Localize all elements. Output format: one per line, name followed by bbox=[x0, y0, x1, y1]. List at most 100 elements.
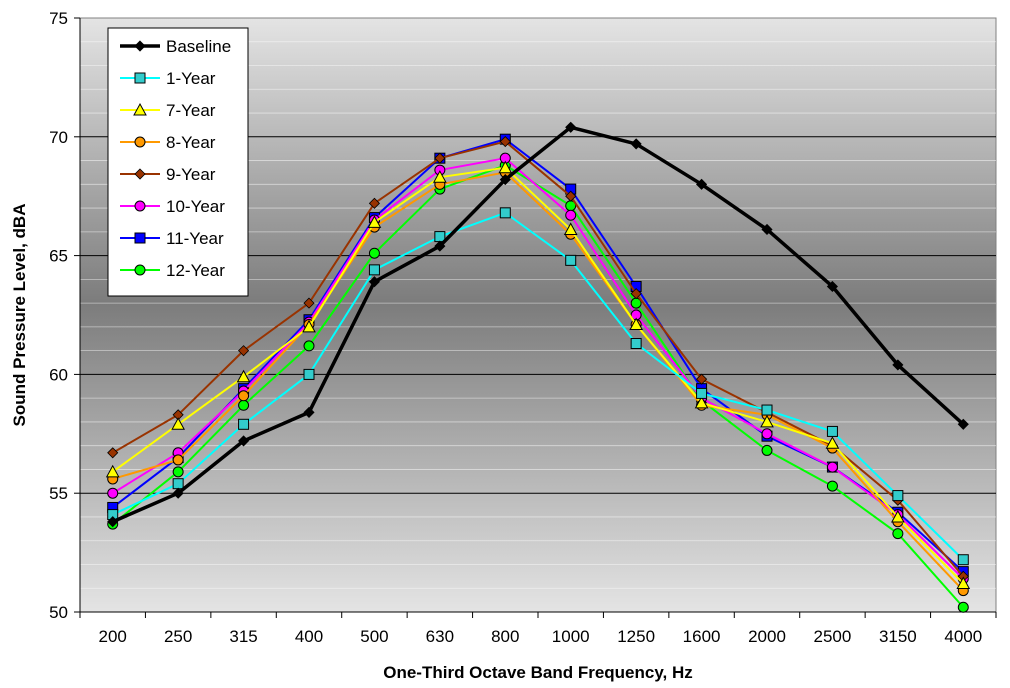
data-point-baseline bbox=[238, 435, 250, 447]
legend-item-8-year: 8-Year bbox=[120, 133, 216, 152]
legend-box bbox=[107, 27, 249, 297]
y-tick-label: 55 bbox=[49, 484, 68, 503]
data-point-9-year bbox=[368, 197, 380, 209]
data-point-9-year bbox=[238, 345, 250, 357]
data-point-12-year bbox=[761, 444, 773, 456]
legend-marker bbox=[134, 40, 146, 52]
series-line-8-year bbox=[112, 171, 965, 592]
legend: Baseline 1-Year 7-Year 8-Year 9-Year 10-Year 1… bbox=[107, 27, 249, 297]
data-point-baseline bbox=[696, 178, 708, 190]
data-point-12-year bbox=[172, 466, 184, 478]
x-tick-label: 1250 bbox=[617, 627, 655, 646]
data-point-baseline bbox=[892, 359, 904, 371]
x-tick-label: 250 bbox=[164, 627, 192, 646]
x-tick-label: 2500 bbox=[814, 627, 852, 646]
data-point-12-year bbox=[368, 247, 380, 259]
data-point-10-year bbox=[761, 428, 773, 440]
data-point-7-year bbox=[367, 215, 382, 228]
data-point-baseline bbox=[630, 138, 642, 150]
data-point-7-year bbox=[105, 464, 120, 478]
data-point-7-year bbox=[563, 222, 578, 235]
data-point-baseline bbox=[172, 487, 184, 499]
data-point-1-year bbox=[761, 404, 773, 416]
legend-marker bbox=[134, 72, 146, 84]
data-point-baseline bbox=[368, 276, 380, 288]
data-point-1-year bbox=[303, 368, 315, 380]
data-point-7-year bbox=[825, 436, 840, 449]
legend-marker bbox=[134, 168, 146, 180]
data-point-9-year bbox=[303, 297, 315, 309]
data-point-baseline bbox=[107, 516, 119, 528]
data-point-9-year bbox=[565, 190, 577, 202]
data-point-baseline bbox=[761, 223, 773, 236]
x-tick-label: 4000 bbox=[944, 627, 982, 646]
data-point-1-year bbox=[172, 478, 184, 490]
x-tick-label: 315 bbox=[229, 627, 257, 646]
x-tick-label: 500 bbox=[360, 627, 388, 646]
y-tick-label: 50 bbox=[49, 603, 68, 622]
series-7-year bbox=[105, 160, 971, 589]
data-point-baseline bbox=[499, 174, 511, 186]
data-point-9-year bbox=[499, 135, 511, 148]
data-point-10-year bbox=[107, 487, 119, 499]
data-point-1-year bbox=[892, 490, 904, 502]
data-point-8-year bbox=[172, 454, 184, 466]
legend-item-11-year: 11-Year bbox=[120, 229, 224, 248]
y-axis-title: Sound Pressure Level, dBA bbox=[10, 204, 29, 427]
series-baseline bbox=[107, 121, 969, 528]
data-point-baseline bbox=[565, 121, 577, 133]
data-point-12-year bbox=[957, 601, 969, 613]
x-tick-label: 1600 bbox=[683, 627, 721, 646]
data-point-1-year bbox=[630, 338, 642, 350]
data-point-7-year bbox=[302, 319, 316, 333]
series-layer bbox=[105, 121, 971, 613]
series-line-7-year bbox=[112, 166, 964, 585]
data-point-7-year bbox=[171, 417, 185, 430]
data-point-1-year bbox=[238, 418, 250, 430]
y-tick-label: 75 bbox=[49, 9, 68, 28]
legend-label: 9-Year bbox=[166, 165, 216, 184]
legend-item-10-year: 10-Year bbox=[120, 197, 225, 216]
legend-label: 8-Year bbox=[166, 133, 216, 152]
data-point-1-year bbox=[565, 254, 577, 266]
data-point-7-year bbox=[433, 170, 447, 183]
legend-label: Baseline bbox=[166, 37, 231, 56]
data-point-7-year bbox=[760, 414, 774, 428]
series-line-1-year bbox=[112, 211, 964, 561]
data-point-12-year bbox=[826, 480, 838, 492]
y-tick-label: 60 bbox=[49, 365, 68, 384]
x-axis-title: One-Third Octave Band Frequency, Hz bbox=[383, 663, 693, 682]
y-tick-label: 65 bbox=[49, 247, 68, 266]
series-line-10-year bbox=[112, 157, 964, 580]
data-point-1-year bbox=[826, 425, 838, 437]
legend-item-12-year: 12-Year bbox=[120, 261, 225, 280]
data-point-baseline bbox=[826, 280, 838, 293]
data-point-10-year bbox=[565, 209, 577, 221]
data-point-12-year bbox=[238, 399, 250, 411]
data-point-7-year bbox=[694, 395, 709, 409]
data-point-1-year bbox=[957, 554, 969, 566]
data-point-1-year bbox=[499, 207, 511, 219]
data-point-9-year bbox=[630, 288, 642, 300]
data-point-8-year bbox=[238, 390, 250, 402]
data-point-baseline bbox=[303, 406, 315, 418]
y-axis: 50 55 60 65 70 75 bbox=[49, 9, 81, 622]
legend-label: 10-Year bbox=[166, 197, 225, 216]
data-point-7-year bbox=[629, 317, 643, 331]
legend-marker bbox=[134, 232, 146, 244]
legend-marker bbox=[134, 136, 146, 148]
data-point-1-year bbox=[696, 387, 708, 399]
data-point-7-year bbox=[498, 160, 513, 174]
legend-item-baseline: Baseline bbox=[120, 37, 231, 56]
x-tick-label: 1000 bbox=[552, 627, 590, 646]
x-axis: 200 250 315 400 500 630 800 1000 1250 1600 2000 250… bbox=[79, 611, 997, 646]
data-point-7-year bbox=[956, 576, 971, 589]
data-point-9-year bbox=[107, 447, 119, 459]
legend-label: 1-Year bbox=[166, 69, 216, 88]
data-point-10-year bbox=[826, 461, 838, 473]
data-point-7-year bbox=[891, 509, 905, 523]
series-line-baseline bbox=[112, 125, 965, 524]
data-point-12-year bbox=[303, 340, 315, 352]
legend-item-9-year: 9-Year bbox=[120, 165, 216, 184]
legend-items: Baseline 1-Year 7-Year 8-Year 9-Year 10-Year 1… bbox=[120, 37, 231, 280]
